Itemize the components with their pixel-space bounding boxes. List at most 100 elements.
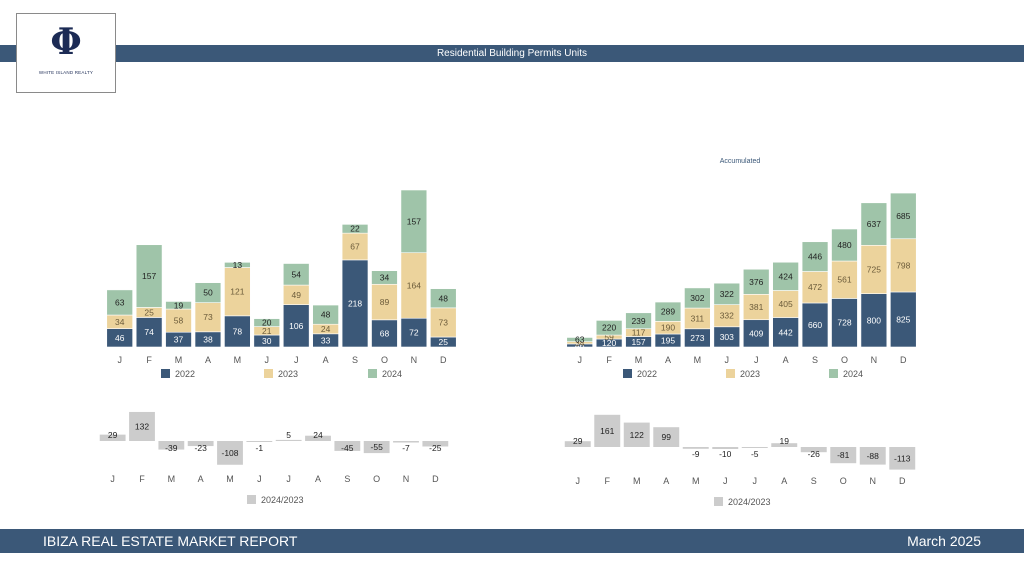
diff-x-tick-label-10: N [870,476,877,486]
bar-2024-2 [165,301,192,310]
bar-2023-11 [430,307,457,338]
diff-x-tick-label-8: S [344,474,350,484]
data-label-2023-3: 73 [203,312,213,322]
data-label-2023-2: 117 [632,328,646,338]
data-label-2023-7: 24 [321,324,331,334]
diff-x-tick-label-3: A [198,474,204,484]
page-title: Residential Building Permits Units [436,48,588,59]
data-label-2024-6: 54 [291,269,301,279]
diff-bar-2 [158,441,185,450]
bar-2024-1 [595,320,623,336]
diff-bar-1 [594,414,621,447]
bar-2024-6 [742,268,770,295]
x-tick-label-3: A [665,355,671,365]
data-label-2024-4: 13 [233,260,243,270]
data-label-2022-8: 218 [348,298,362,308]
data-label-2023-10: 164 [407,280,421,290]
data-label-2022-9: 728 [837,318,851,328]
diff-data-label-8: -26 [808,449,821,459]
data-label-2023-1: 59 [604,332,614,342]
legend-swatch-2023 [726,369,735,378]
diff-bar-3 [653,427,680,447]
diff-data-label-5: -1 [256,443,264,453]
data-label-2024-8: 446 [808,252,822,262]
diff-bar-5 [246,441,273,442]
diff-x-tick-label-6: J [286,474,291,484]
data-label-2022-3: 38 [203,334,213,344]
diff-x-tick-label-2: M [168,474,176,484]
bar-2023-9 [371,283,398,321]
bar-2024-3 [194,282,222,303]
data-label-2022-1: 120 [602,338,616,348]
data-label-2022-3: 195 [661,335,675,345]
data-label-2022-2: 37 [174,335,184,345]
data-label-2022-6: 409 [749,328,763,338]
bar-2023-4 [224,267,251,317]
diff-data-label-1: 161 [600,426,614,436]
data-label-2024-11: 48 [439,293,449,303]
data-label-2022-0: 46 [115,333,125,343]
data-label-2022-1: 74 [144,327,154,337]
legend-swatch-2022 [161,369,170,378]
legend-label-2023: 2023 [740,369,760,379]
bar-2024-1 [135,244,163,308]
legend-swatch-2022 [623,369,632,378]
x-tick-label-10: N [411,355,418,365]
bar-2023-10 [400,252,428,319]
diff-bar-10 [393,441,419,443]
diff-x-tick-label-3: A [663,476,669,486]
footer-band [0,529,1024,553]
x-tick-label-3: A [205,355,211,365]
bar-2022-8 [801,302,829,348]
legend-label-2024: 2024 [382,369,402,379]
data-label-2022-11: 825 [896,314,910,324]
bar-2024-10 [860,202,888,246]
diff-data-label-6: 5 [286,430,291,440]
diff-data-label-3: 99 [662,432,672,442]
data-label-2024-3: 50 [203,288,213,298]
logo-phi-icon: Φ [50,21,82,63]
footer-report-title: IBIZA REAL ESTATE MARKET REPORT [43,533,298,549]
diff-bar-5 [712,447,739,449]
bar-2023-8 [801,271,829,304]
data-label-2023-1: 25 [144,307,154,317]
x-tick-label-2: M [635,355,643,365]
diff-x-tick-label-2: M [633,476,641,486]
data-label-2024-11: 685 [896,211,910,221]
bar-2024-11 [890,192,917,240]
diff-data-label-2: 122 [630,430,644,440]
data-label-2024-0: 63 [575,335,585,345]
bar-2022-4 [224,315,251,348]
data-label-2023-4: 311 [691,313,705,323]
x-tick-label-9: O [381,355,388,365]
bar-2023-6 [742,294,770,321]
diff-x-tick-label-9: O [373,474,380,484]
diff-bar-6 [741,447,768,448]
diff-data-label-3: -23 [195,443,208,453]
data-label-2024-2: 239 [631,316,645,326]
x-tick-label-7: A [323,355,329,365]
legend-swatch-diff [714,497,723,506]
bar-2022-9 [371,319,398,348]
diff-data-label-6: -5 [751,449,759,459]
data-label-2023-3: 190 [661,323,675,333]
x-tick-label-9: O [841,355,848,365]
diff-bar-8 [800,447,827,453]
legend-swatch-2024 [368,369,377,378]
x-tick-label-8: S [812,355,818,365]
bar-2022-7 [772,317,799,348]
diff-x-tick-label-4: M [692,476,700,486]
diff-bar-0 [99,434,126,441]
diff-data-label-2: -39 [165,443,178,453]
x-tick-label-6: J [754,355,759,365]
bar-2024-4 [224,262,251,268]
data-label-2024-5: 20 [262,318,272,328]
data-label-2023-11: 798 [896,260,910,270]
data-label-2023-8: 67 [350,242,360,252]
diff-data-label-11: -25 [429,443,442,453]
data-label-2024-1: 157 [142,271,156,281]
data-label-2022-8: 660 [808,320,822,330]
x-tick-label-6: J [294,355,299,365]
diff-x-tick-label-0: J [576,476,581,486]
